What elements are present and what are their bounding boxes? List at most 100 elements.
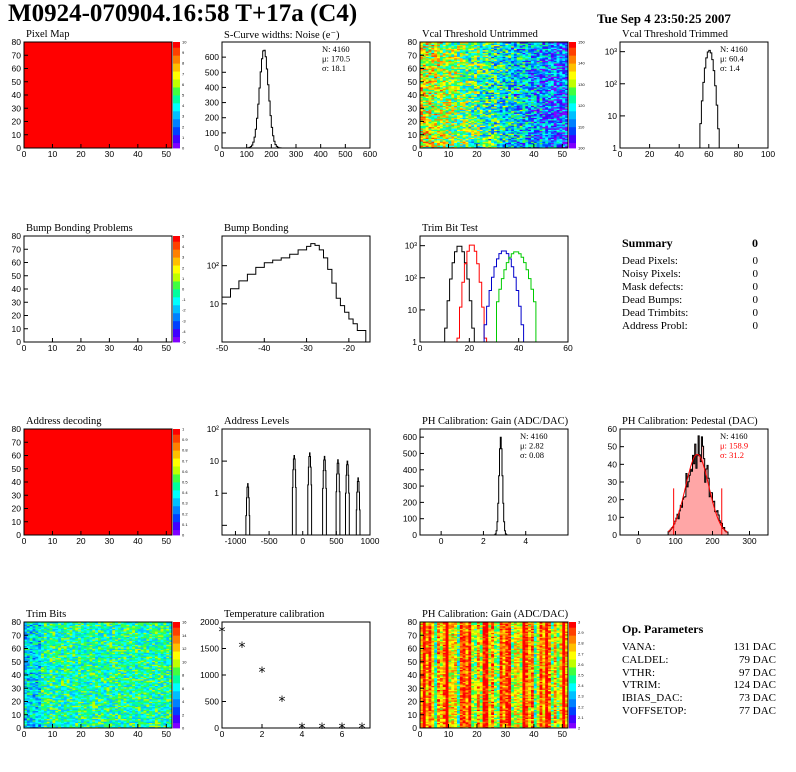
palette-swatch (569, 105, 576, 109)
heatmap-cell (479, 67, 483, 69)
heatmap-cell (553, 113, 557, 116)
heatmap-cell (550, 79, 555, 81)
palette-swatch (173, 471, 180, 475)
heatmap-cell (476, 63, 481, 65)
heatmap-cell (422, 132, 426, 134)
heatmap-cell (491, 77, 495, 80)
heatmap-cell (428, 118, 432, 121)
heatmap-cell (462, 109, 466, 112)
heatmap-cell (479, 71, 483, 73)
heatmap-cell (434, 81, 438, 84)
heatmap-cell (522, 117, 526, 120)
heatmap-cell (488, 100, 492, 102)
heatmap-cell (519, 120, 523, 122)
heatmap-cell (496, 101, 500, 104)
heatmap-cell (485, 49, 489, 52)
heatmap-cell (550, 120, 555, 122)
heatmap-cell (488, 77, 492, 80)
heatmap-cell (562, 98, 566, 101)
heatmap-cell (536, 51, 540, 53)
heatmap-cell (474, 101, 478, 104)
heatmap-cell (522, 60, 526, 63)
heatmap-cell (479, 138, 483, 141)
heatmap-cell (434, 96, 438, 98)
heatmap-cell (516, 100, 520, 102)
heatmap-cell (26, 681, 30, 684)
heatmap-cell (505, 89, 509, 92)
heatmap-cell (511, 96, 515, 98)
heatmap-cell (531, 114, 535, 117)
heatmap-cell (550, 126, 555, 129)
heatmap-cell (437, 68, 441, 71)
heatmap-cell (522, 114, 526, 117)
heatmap-cell (431, 73, 435, 76)
heatmap-cell (459, 112, 463, 114)
heatmap-cell (516, 141, 520, 144)
palette-swatch (173, 336, 180, 340)
heatmap-cell (488, 128, 492, 130)
heatmap-cell (505, 80, 509, 83)
heatmap-cell (496, 67, 500, 69)
heatmap-cell (499, 92, 503, 94)
heatmap-cell (445, 126, 449, 129)
heatmap-cell (437, 97, 441, 100)
heatmap-cell (451, 124, 455, 126)
heatmap-cell (29, 722, 33, 725)
heatmap-cell (459, 110, 463, 113)
heatmap-cell (479, 128, 483, 130)
heatmap-cell (24, 690, 28, 693)
palette-swatch (173, 281, 180, 285)
heatmap-cell (485, 96, 489, 98)
heatmap-cell (471, 101, 475, 104)
heatmap-cell (494, 69, 498, 72)
heatmap-cell (448, 109, 452, 112)
heatmap-cell (448, 113, 452, 116)
heatmap-cell (422, 49, 426, 52)
heatmap-cell (491, 67, 495, 69)
heatmap-cell (550, 134, 555, 137)
heatmap-cell (505, 60, 509, 63)
heatmap-cell (533, 116, 537, 118)
heatmap-cell (511, 136, 515, 138)
heatmap-cell (465, 130, 469, 133)
heatmap-cell (496, 49, 500, 52)
heatmap-cell (434, 73, 438, 76)
heatmap-cell (548, 45, 552, 48)
heatmap-cell (420, 116, 424, 118)
heatmap-cell (531, 53, 535, 56)
heatmap-cell (32, 726, 36, 729)
heatmap-cell (531, 122, 535, 125)
x-tick-label: 0 (618, 149, 623, 159)
heatmap-cell (431, 114, 435, 117)
heatmap-cell (559, 101, 563, 104)
heatmap-cell (448, 63, 452, 65)
heatmap-cell (420, 42, 424, 44)
heatmap-cell (519, 93, 523, 96)
heatmap-cell (422, 65, 426, 68)
heatmap-cell (485, 125, 489, 128)
heatmap-cell (437, 146, 441, 149)
heatmap-cell (29, 640, 33, 643)
heatmap-cell (476, 144, 481, 146)
heatmap-cell (505, 87, 509, 89)
heatmap-cell (459, 113, 463, 116)
heatmap-cell (516, 77, 520, 80)
heatmap-cell (465, 132, 469, 134)
heatmap-cell (488, 129, 492, 132)
heatmap-cell (454, 55, 458, 57)
heatmap-cell (448, 142, 452, 145)
heatmap-cell (550, 114, 555, 117)
heatmap-cell (445, 101, 449, 104)
heatmap-cell (32, 708, 36, 710)
heatmap-cell (508, 100, 512, 102)
heatmap-cell (550, 116, 555, 118)
heatmap-cell (422, 100, 426, 102)
heatmap-cell (528, 63, 532, 65)
heatmap-cell (437, 92, 441, 94)
heatmap-cell (457, 141, 461, 144)
heatmap-cell (29, 675, 33, 677)
heatmap-cell (550, 71, 555, 73)
x-tick-label: 100 (668, 536, 682, 546)
heatmap-cell (442, 92, 446, 94)
